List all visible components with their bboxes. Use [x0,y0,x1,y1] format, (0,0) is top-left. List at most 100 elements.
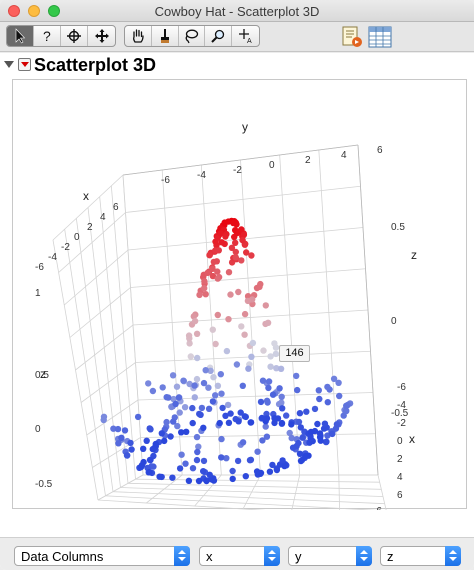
data-table-button[interactable] [368,26,392,48]
data-point[interactable] [269,461,276,469]
data-point[interactable] [253,468,261,475]
data-point[interactable] [195,477,203,485]
data-point[interactable] [244,297,252,305]
data-point[interactable] [257,280,264,288]
data-point[interactable] [218,239,225,246]
data-point[interactable] [186,380,193,388]
data-point[interactable] [249,300,256,308]
data-point[interactable] [222,412,229,419]
data-point[interactable] [214,268,221,275]
data-point[interactable] [335,379,342,386]
data-point[interactable] [223,347,231,355]
data-point[interactable] [205,384,212,391]
data-point[interactable] [238,226,245,233]
close-button[interactable] [8,5,20,17]
data-point[interactable] [182,460,189,467]
data-point[interactable] [191,382,198,389]
data-point[interactable] [233,361,241,368]
data-point[interactable] [170,418,177,425]
data-point[interactable] [232,248,239,256]
data-point[interactable] [194,448,201,456]
data-point[interactable] [302,452,309,460]
data-point[interactable] [248,252,255,259]
data-point[interactable] [206,251,213,259]
data-point[interactable] [218,454,225,461]
data-point[interactable] [238,257,245,264]
data-point[interactable] [134,413,142,421]
data-point[interactable] [210,374,217,381]
data-point[interactable] [265,384,272,392]
data-point[interactable] [257,398,265,406]
data-point[interactable] [295,418,303,426]
data-point[interactable] [170,395,177,403]
data-point[interactable] [206,471,213,478]
data-point[interactable] [149,387,157,395]
data-point[interactable] [264,399,271,406]
scatterplot-3d-canvas[interactable]: -6 -4 -2 0 2 4 6-6-4-2024610.50-0.50.50-0.5-6-… [13,80,468,510]
data-point[interactable] [215,247,222,254]
data-point[interactable] [225,218,232,225]
data-point[interactable] [165,394,172,401]
data-point[interactable] [333,421,341,428]
data-point[interactable] [267,363,274,370]
data-point[interactable] [316,430,324,437]
data-point[interactable] [191,394,198,401]
data-point[interactable] [169,474,176,481]
data-point[interactable] [200,468,207,475]
data-point[interactable] [288,434,295,442]
data-point[interactable] [248,353,255,360]
data-point[interactable] [196,291,203,299]
data-point[interactable] [178,451,185,458]
data-point[interactable] [223,455,230,462]
data-point[interactable] [266,468,274,475]
data-point[interactable] [336,392,343,400]
data-point[interactable] [295,439,302,447]
data-point[interactable] [314,420,321,428]
data-point[interactable] [324,399,331,406]
data-point[interactable] [241,310,249,318]
data-point[interactable] [193,456,201,464]
data-point[interactable] [110,425,117,432]
data-point[interactable] [200,457,208,465]
data-point[interactable] [303,408,310,415]
data-point[interactable] [167,433,174,440]
data-point[interactable] [240,231,248,238]
data-point[interactable] [260,347,267,354]
data-point[interactable] [262,302,269,309]
data-point[interactable] [230,219,237,227]
data-point[interactable] [278,419,286,427]
data-point[interactable] [193,433,201,441]
data-point[interactable] [271,415,278,422]
data-point[interactable] [181,404,189,411]
data-point[interactable] [146,456,154,464]
data-point[interactable] [343,402,350,409]
data-point[interactable] [307,428,315,436]
data-point[interactable] [286,429,293,437]
data-point[interactable] [259,377,267,384]
data-point[interactable] [225,269,233,276]
data-point[interactable] [212,340,219,348]
data-point[interactable] [217,230,224,237]
data-point[interactable] [232,239,239,246]
data-point[interactable] [343,407,350,415]
data-point[interactable] [214,311,221,319]
data-point[interactable] [193,375,201,383]
data-point[interactable] [278,399,285,406]
data-point[interactable] [174,422,181,430]
data-point[interactable] [169,372,177,379]
data-point[interactable] [227,291,234,298]
data-point[interactable] [189,404,196,412]
data-point[interactable] [207,367,214,374]
data-point[interactable] [143,437,150,444]
data-point[interactable] [128,446,135,453]
lasso-tool-button[interactable] [179,26,206,46]
data-point[interactable] [232,254,239,261]
minimize-button[interactable] [28,5,40,17]
data-point[interactable] [214,275,221,282]
data-point[interactable] [194,354,201,362]
red-triangle-menu-icon[interactable] [18,58,31,71]
data-point[interactable] [241,413,248,420]
data-point[interactable] [189,419,196,427]
data-point[interactable] [229,467,236,475]
data-point[interactable] [156,473,163,480]
